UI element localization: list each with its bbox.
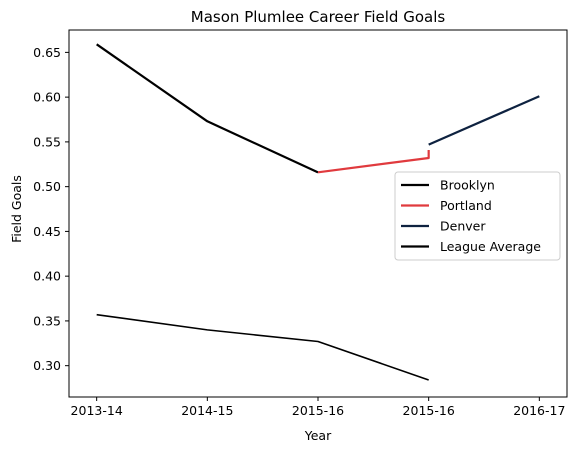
y-tick-label: 0.60 (33, 90, 61, 105)
series-line-1 (96, 43, 319, 174)
legend: Brooklyn Portland Denver League Average (394, 171, 561, 261)
legend-box (394, 171, 561, 261)
series-line-2 (317, 149, 430, 174)
series-line-3 (428, 95, 540, 146)
y-tick-label: 0.65 (33, 45, 61, 60)
series-layer (96, 43, 540, 381)
x-tick-label: 2015-16 (403, 403, 455, 418)
legend-label: League Average (440, 239, 541, 254)
chart-title: Mason Plumlee Career Field Goals (191, 8, 446, 26)
y-tick-label: 0.30 (33, 358, 61, 373)
x-tick-label: 2013-14 (71, 403, 123, 418)
y-tick-label: 0.40 (33, 269, 61, 284)
y-tick-label: 0.50 (33, 179, 61, 194)
x-tick-label: 2016-17 (513, 403, 565, 418)
x-tick-label: 2015-16 (292, 403, 344, 418)
legend-label: Denver (440, 219, 486, 234)
ticks-layer: 2013-142014-152015-162015-162016-172017-… (33, 45, 565, 418)
x-axis-label: Year (304, 428, 332, 443)
y-tick-label: 0.55 (33, 134, 61, 149)
y-axis-label: Field Goals (9, 175, 24, 243)
y-tick-label: 0.35 (33, 313, 61, 328)
series-line-4 (96, 313, 429, 381)
legend-label: Brooklyn (440, 178, 495, 193)
x-tick-label: 2014-15 (181, 403, 233, 418)
y-tick-label: 0.45 (33, 224, 61, 239)
legend-label: Portland (440, 198, 492, 213)
